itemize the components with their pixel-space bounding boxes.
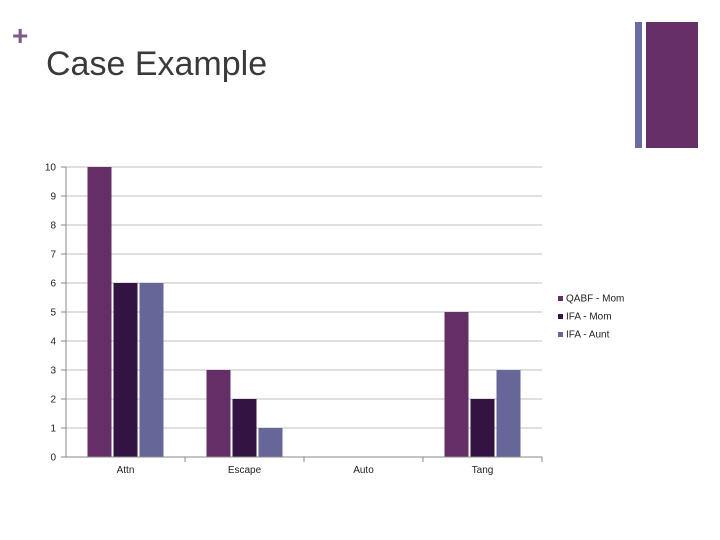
legend-swatch bbox=[558, 314, 563, 319]
slide-title: Case Example bbox=[46, 45, 268, 83]
x-tick-label: Auto bbox=[353, 465, 374, 476]
x-tick-label: Escape bbox=[228, 465, 262, 476]
legend-label: IFA - Mom bbox=[566, 312, 612, 323]
x-tick-label: Attn bbox=[117, 465, 135, 476]
y-tick-label: 8 bbox=[50, 221, 56, 232]
axes bbox=[61, 166, 543, 462]
y-tick-label: 4 bbox=[50, 337, 56, 348]
legend-label: QABF - Mom bbox=[566, 294, 624, 305]
y-tick-label: 10 bbox=[45, 163, 57, 174]
bar-attn-0 bbox=[87, 167, 112, 457]
bar-escape-2 bbox=[258, 428, 283, 457]
bar-attn-1 bbox=[113, 283, 138, 457]
legend-swatch bbox=[558, 296, 563, 301]
bar-attn-2 bbox=[139, 283, 164, 457]
y-tick-label: 6 bbox=[50, 279, 56, 290]
y-tick-label: 1 bbox=[50, 424, 56, 435]
bar-tang-2 bbox=[496, 370, 521, 457]
y-tick-label: 7 bbox=[50, 250, 56, 261]
legend-swatch bbox=[558, 332, 563, 337]
y-tick-label: 9 bbox=[50, 192, 56, 203]
x-tick-label: Tang bbox=[472, 465, 494, 476]
bar-escape-1 bbox=[232, 399, 257, 457]
bar-escape-0 bbox=[206, 370, 231, 457]
bar-tang-1 bbox=[470, 399, 495, 457]
accent-bar-thick bbox=[646, 22, 698, 148]
bars bbox=[87, 167, 521, 457]
axis-labels: 0 1 2 3 4 5 6 7 8 9 10 Attn Escape Auto Tang bbox=[45, 163, 493, 477]
y-tick-label: 0 bbox=[50, 453, 56, 464]
plus-icon: + bbox=[12, 20, 29, 51]
accent-bar-thin bbox=[635, 22, 642, 148]
legend: QABF - Mom IFA - Mom IFA - Aunt bbox=[558, 294, 624, 341]
y-tick-label: 3 bbox=[50, 366, 56, 377]
legend-label: IFA - Aunt bbox=[566, 330, 610, 341]
bar-tang-0 bbox=[444, 312, 469, 457]
y-tick-label: 2 bbox=[50, 395, 56, 406]
y-tick-label: 5 bbox=[50, 308, 56, 319]
